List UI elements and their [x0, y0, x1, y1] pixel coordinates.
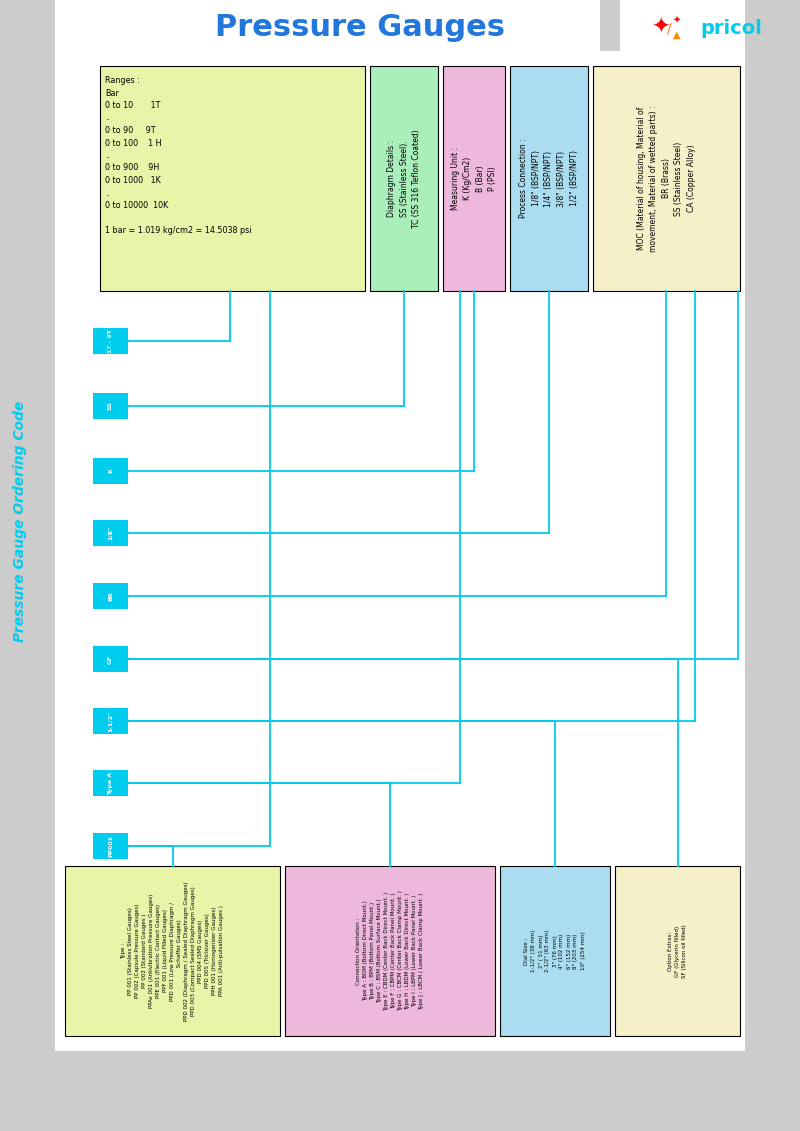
Text: 1/8": 1/8"	[108, 526, 113, 541]
Text: BR: BR	[108, 592, 113, 601]
FancyBboxPatch shape	[443, 66, 505, 291]
Text: PP001: PP001	[108, 835, 113, 857]
Text: Type :
PP 001 (Stainless Steel Gauges)
PP 002 (Capsule Pressure Gauges)
PP 003 (: Type : PP 001 (Stainless Steel Gauges) P…	[121, 881, 224, 1021]
FancyBboxPatch shape	[93, 520, 128, 546]
FancyBboxPatch shape	[93, 582, 128, 608]
Text: ▲: ▲	[674, 31, 681, 40]
FancyBboxPatch shape	[93, 834, 128, 860]
Text: Type A: Type A	[108, 771, 113, 795]
FancyBboxPatch shape	[593, 66, 740, 291]
FancyBboxPatch shape	[615, 866, 740, 1036]
Text: ✦: ✦	[673, 16, 681, 26]
Text: pricol: pricol	[700, 18, 762, 37]
FancyBboxPatch shape	[100, 66, 365, 291]
Text: Diaphragm Details :
SS (Stainless Steel).
TC (SS 316 Teflon Coated): Diaphragm Details : SS (Stainless Steel)…	[387, 129, 421, 227]
Text: GF: GF	[108, 655, 113, 664]
Polygon shape	[55, 0, 745, 57]
FancyBboxPatch shape	[93, 392, 128, 418]
FancyBboxPatch shape	[65, 866, 280, 1036]
Text: Dial Size :
1-1/2" (38 mm)
2" ( 51 mm)
2-1/2" (63 mm)
3" (76 mm)
4" (102 mm)
6" : Dial Size : 1-1/2" (38 mm) 2" ( 51 mm) 2…	[525, 930, 586, 973]
Text: /: /	[666, 21, 671, 35]
Text: K: K	[108, 468, 113, 474]
Text: Pressure Gauges: Pressure Gauges	[215, 14, 505, 43]
Text: Process Connection :
1/8" (BSP/NPT)
1/4" (BSP/NPT)
3/8" (BSP/NPT)
1/2" (BSP/NPT): Process Connection : 1/8" (BSP/NPT) 1/4"…	[519, 139, 578, 218]
FancyBboxPatch shape	[620, 0, 745, 57]
FancyBboxPatch shape	[93, 458, 128, 484]
Text: Connection Orientation :
Type A : BDM (Bottom Direct Mount.)
Type B : BPM (Botto: Connection Orientation : Type A : BDM (B…	[356, 890, 424, 1011]
Text: 1-1/2": 1-1/2"	[108, 710, 113, 732]
FancyBboxPatch shape	[55, 0, 600, 57]
FancyBboxPatch shape	[93, 770, 128, 796]
FancyBboxPatch shape	[500, 866, 610, 1036]
Text: Option Extras:
GF (Glycerin filled)
SF (Silicon oil filled): Option Extras: GF (Glycerin filled) SF (…	[668, 924, 687, 978]
FancyBboxPatch shape	[510, 66, 588, 291]
Text: 1T - 9T: 1T - 9T	[108, 329, 113, 353]
FancyBboxPatch shape	[370, 66, 438, 291]
FancyBboxPatch shape	[285, 866, 495, 1036]
FancyBboxPatch shape	[93, 708, 128, 734]
Text: ✦: ✦	[650, 18, 670, 38]
Text: Pressure Gauge Ordering Code: Pressure Gauge Ordering Code	[13, 400, 27, 641]
FancyBboxPatch shape	[93, 646, 128, 672]
FancyBboxPatch shape	[55, 51, 745, 1051]
Text: Measuring Unit :
K (Kg/Cm2)
B (Bar)
P (PSI): Measuring Unit : K (Kg/Cm2) B (Bar) P (P…	[450, 147, 498, 210]
Text: MOC (Material of housing, Material of
movement, Material of wetted parts) :
BR (: MOC (Material of housing, Material of mo…	[637, 105, 696, 252]
FancyBboxPatch shape	[93, 328, 128, 354]
Text: Ranges :
Bar
0 to 10       1T
..
0 to 90     9T
0 to 100    1 H
..
0 to 900    9: Ranges : Bar 0 to 10 1T .. 0 to 90 9T 0 …	[105, 76, 251, 235]
Text: SS: SS	[108, 402, 113, 411]
